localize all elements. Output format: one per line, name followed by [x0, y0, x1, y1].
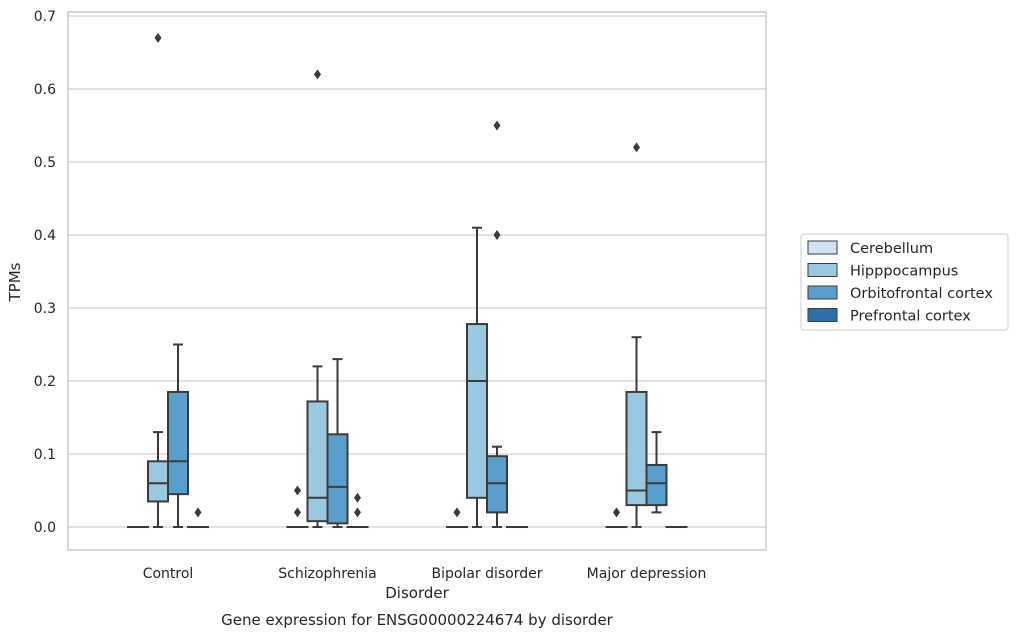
box-hipppocampus-3: [625, 142, 648, 528]
legend-swatch: [807, 285, 838, 300]
box-hipppocampus-0: [147, 32, 169, 528]
legend-swatch: [807, 308, 838, 322]
box-cerebellum-2: [446, 507, 468, 529]
iqr-box: [486, 455, 508, 514]
legend-frame: [800, 233, 1009, 331]
y-tick-label: 0.4: [34, 228, 56, 244]
x-tick-label: Control: [143, 566, 194, 582]
outlier-point: [154, 32, 162, 43]
outlier-point: [354, 507, 361, 518]
outlier-point: [493, 120, 501, 131]
iqr-box: [625, 390, 648, 507]
legend-label: Prefrontal cortex: [850, 309, 971, 325]
legend-label: Cerebellum: [850, 241, 933, 257]
iqr-box: [306, 400, 329, 523]
iqr-box: [147, 460, 169, 503]
box-orbitofrontal-cortex-2: [486, 120, 508, 528]
box-plots: [127, 32, 688, 529]
outlier-point: [294, 485, 301, 496]
y-tick-label: 0.5: [34, 155, 56, 171]
box-orbitofrontal-cortex-1: [326, 358, 349, 528]
box-hipppocampus-1: [306, 69, 329, 528]
outlier-point: [633, 142, 640, 153]
outlier-point: [613, 507, 620, 518]
legend-label: Hipppocampus: [850, 264, 958, 280]
x-tick-labels: Control Schizophrenia Bipolar disorder Majo…: [143, 566, 707, 582]
y-axis-title: TPMs: [6, 262, 24, 302]
y-tick-label: 0.0: [34, 520, 56, 536]
box-orbitofrontal-cortex-0: [167, 343, 189, 528]
y-tick-label: 0.2: [34, 374, 56, 390]
chart-caption: Gene expression for ENSG00000224674 by d…: [221, 611, 614, 629]
outlier-point: [493, 230, 501, 240]
iqr-box: [326, 433, 349, 525]
outlier-point: [194, 507, 202, 518]
x-tick-label: Bipolar disorder: [431, 566, 542, 582]
x-tick-label: Schizophrenia: [278, 566, 376, 582]
plot-frame: [67, 11, 767, 551]
outlier-point: [294, 507, 301, 518]
x-axis-title: Disorder: [385, 584, 449, 602]
box-orbitofrontal-cortex-3: [645, 431, 668, 514]
y-tick-labels: 0.0 0.1 0.2 0.3 0.4 0.5 0.6 0.7: [34, 9, 56, 536]
y-tick-label: 0.7: [34, 9, 56, 25]
x-tick-label: Major depression: [587, 566, 707, 582]
box-cerebellum-3: [605, 507, 628, 529]
y-tick-label: 0.1: [34, 447, 56, 463]
box-cerebellum-1: [286, 485, 309, 529]
legend: Cerebellum Hipppocampus Orbitofrontal cort…: [800, 233, 1009, 331]
box-prefrontal-cortex-1: [346, 492, 369, 529]
iqr-box: [645, 463, 668, 507]
box-prefrontal-cortex-0: [187, 507, 209, 529]
legend-swatch: [807, 240, 838, 255]
outlier-point: [314, 69, 321, 80]
legend-label: Orbitofrontal cortex: [850, 286, 993, 302]
iqr-box: [167, 390, 189, 496]
legend-swatch: [807, 263, 838, 277]
y-tick-label: 0.6: [34, 82, 56, 98]
y-tick-label: 0.3: [34, 301, 56, 317]
outlier-point: [453, 507, 461, 518]
box-hipppocampus-2: [466, 226, 488, 528]
outlier-point: [354, 492, 361, 503]
iqr-box: [466, 323, 488, 499]
